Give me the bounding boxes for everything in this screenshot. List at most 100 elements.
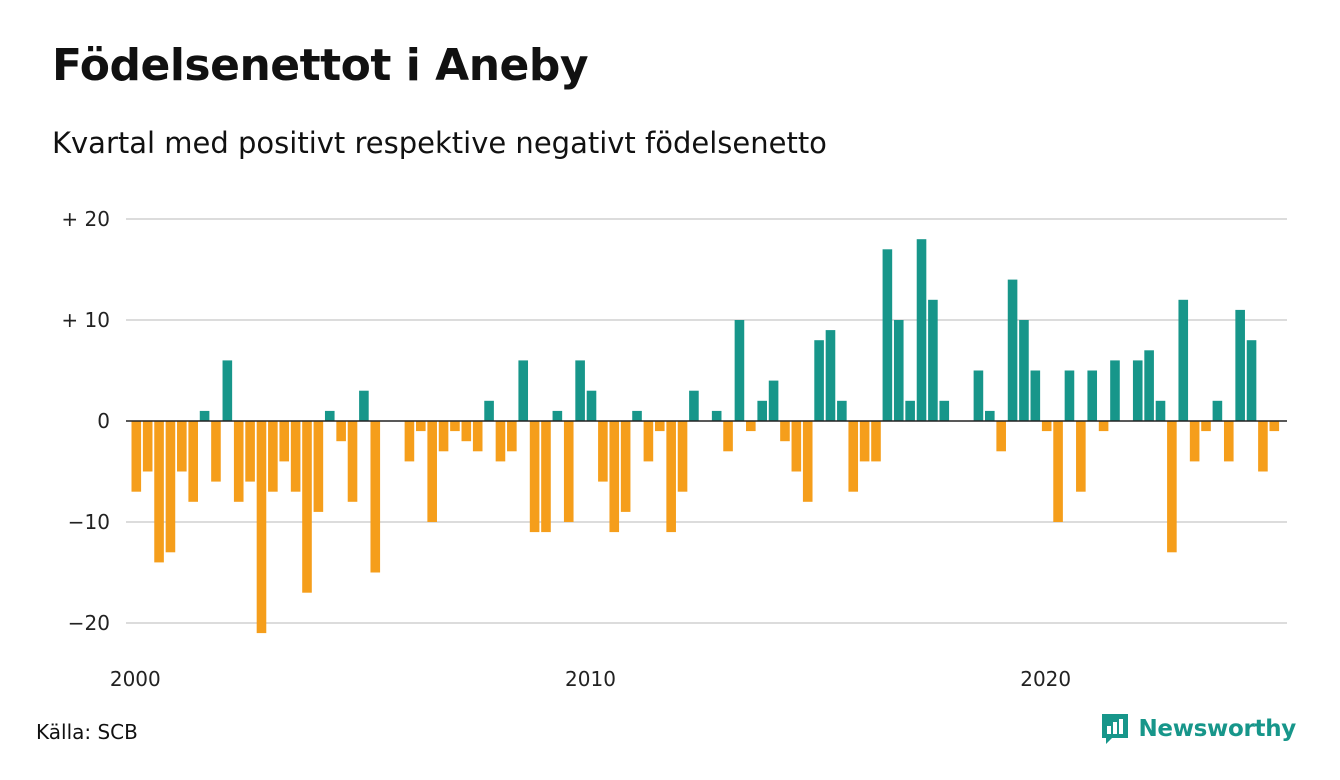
bar (586, 390, 597, 421)
bar (973, 370, 984, 421)
bar (768, 380, 779, 421)
bar (666, 421, 676, 533)
bar (905, 400, 915, 421)
bar (1155, 400, 1166, 421)
bar (427, 421, 437, 522)
bar (723, 421, 733, 452)
bar (1223, 421, 1234, 462)
bar (495, 421, 506, 462)
bar (677, 421, 688, 492)
bar (1246, 340, 1257, 421)
bar (985, 410, 995, 421)
newsworthy-logo-icon (1102, 714, 1129, 744)
bar (324, 410, 335, 421)
bar (939, 400, 950, 421)
bar (1212, 400, 1223, 421)
brand-logo: Newsworthy (1100, 712, 1296, 746)
bar (177, 421, 187, 472)
bar (814, 340, 824, 421)
bar (1258, 421, 1268, 472)
bar (268, 421, 278, 492)
bar (928, 299, 938, 421)
bar (211, 421, 221, 482)
bar (552, 410, 563, 421)
bar (1201, 421, 1211, 432)
y-tick-label: + 10 (61, 308, 110, 332)
bar (302, 421, 312, 593)
bar (336, 421, 346, 442)
bar (632, 410, 642, 421)
bar (188, 421, 198, 502)
bar (689, 390, 699, 421)
bar (893, 320, 904, 421)
bar (279, 421, 290, 462)
bar (359, 390, 369, 421)
bar (1053, 421, 1063, 522)
bar (1235, 309, 1245, 421)
bar (165, 421, 176, 553)
x-tick-label: 2000 (110, 667, 161, 691)
bar (347, 421, 358, 502)
x-tick-label: 2020 (1020, 667, 1071, 691)
bar (541, 421, 551, 533)
bar (233, 421, 244, 502)
bar (575, 360, 585, 421)
bar (643, 421, 654, 462)
bar (1178, 299, 1189, 421)
chart-subtitle: Kvartal med positivt respektive negativt… (52, 126, 827, 160)
bar (1087, 370, 1098, 421)
bar (507, 421, 517, 452)
bar (1030, 370, 1041, 421)
source-note: Källa: SCB (36, 720, 138, 744)
bar (1064, 370, 1075, 421)
bar (859, 421, 870, 462)
chart-title: Födelsenettot i Aneby (52, 40, 589, 91)
bar (1167, 421, 1177, 553)
gridlines (126, 218, 1287, 624)
bar (802, 421, 813, 502)
x-tick-label: 2010 (565, 667, 616, 691)
bar (222, 360, 233, 421)
bar (370, 421, 381, 573)
bar (1189, 421, 1200, 462)
bar (882, 249, 893, 421)
bar (1076, 421, 1086, 492)
bar (472, 421, 483, 452)
bar (734, 320, 745, 421)
bar (484, 400, 494, 421)
bar (1019, 320, 1029, 421)
bar (416, 421, 426, 432)
bar (916, 239, 927, 421)
bar (1041, 421, 1052, 432)
bar (620, 421, 631, 512)
bar (711, 410, 722, 421)
bar (996, 421, 1006, 452)
bars (131, 239, 1280, 634)
bar (245, 421, 255, 482)
bar (450, 421, 460, 432)
bar (142, 421, 153, 472)
bar (529, 421, 540, 533)
bar (313, 421, 324, 512)
bar (1098, 421, 1109, 432)
bar (837, 400, 847, 421)
bar (848, 421, 859, 492)
bar (598, 421, 608, 482)
bar (1144, 350, 1154, 421)
bar (438, 421, 449, 452)
bar (780, 421, 790, 442)
y-tick-label: 0 (97, 409, 110, 433)
bar (1132, 360, 1143, 421)
bar (1269, 421, 1280, 432)
bar (757, 400, 767, 421)
bar (199, 410, 210, 421)
bar (746, 421, 756, 432)
bar (404, 421, 415, 462)
bar (1007, 279, 1018, 421)
y-tick-label: + 20 (61, 207, 110, 231)
bar (256, 421, 267, 634)
bar (154, 421, 164, 563)
bar (609, 421, 620, 533)
y-tick-label: −10 (68, 510, 110, 534)
